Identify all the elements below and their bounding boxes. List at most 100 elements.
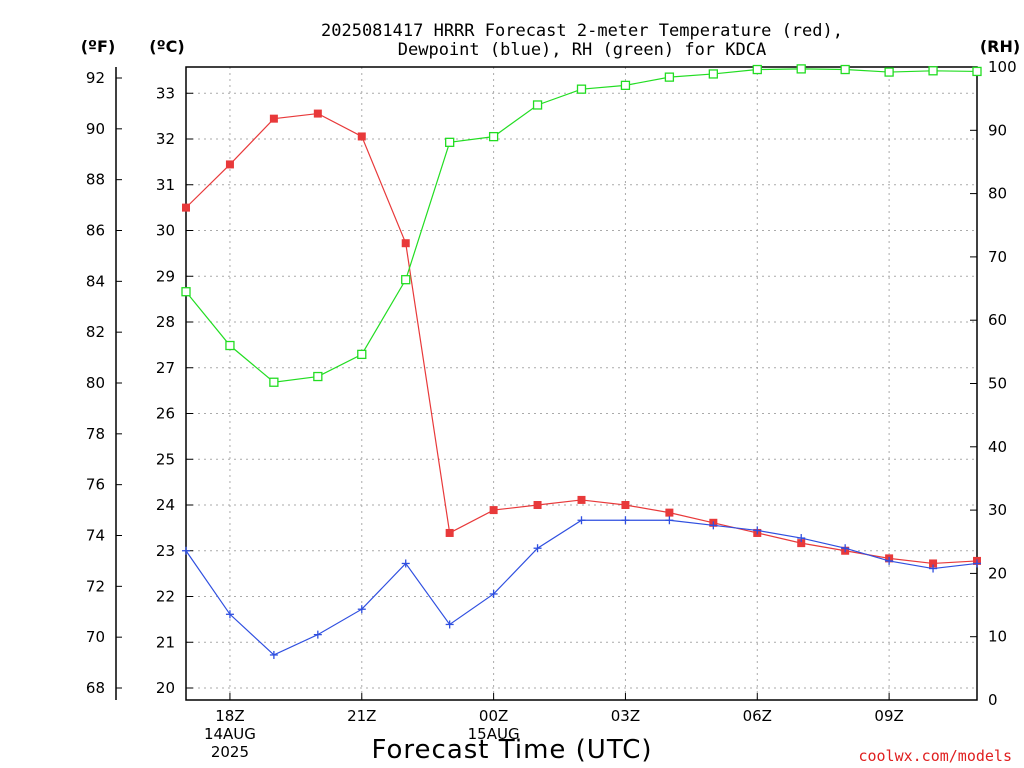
- celsius-tick-label: 31: [156, 176, 175, 194]
- fahrenheit-tick-label: 88: [86, 171, 105, 189]
- credit-text: coolwx.com/models: [858, 747, 1012, 765]
- x-tick-label: 18Z: [215, 707, 244, 725]
- rh-tick-label: 0: [988, 691, 998, 709]
- rh-point: [357, 349, 367, 360]
- rh-point: [796, 64, 806, 74]
- rh-point: [708, 69, 718, 79]
- fahrenheit-tick-label: 92: [86, 69, 105, 87]
- dewpoint-point: [533, 544, 542, 553]
- celsius-tick-label: 21: [156, 633, 175, 651]
- dewpoint-point: [269, 650, 278, 659]
- celsius-tick-label: 26: [156, 405, 175, 423]
- series-line-rh: [185, 68, 978, 383]
- celsius-tick-label: 32: [156, 130, 175, 148]
- dewpoint-point: [709, 521, 718, 530]
- rh-point: [928, 66, 938, 76]
- rh-unit-label: (RH): [980, 37, 1020, 56]
- rh-tick-label: 10: [988, 628, 1007, 646]
- dewpoint-point: [445, 620, 454, 629]
- chart-title-line-1: 2025081417 HRRR Forecast 2-meter Tempera…: [321, 21, 843, 41]
- dewpoint-point: [621, 516, 630, 525]
- fahrenheit-tick-label: 74: [86, 527, 105, 545]
- rh-tick-label: 100: [988, 58, 1017, 76]
- celsius-tick-label: 33: [156, 84, 175, 102]
- dewpoint-point: [313, 630, 322, 639]
- rh-tick-label: 40: [988, 438, 1007, 456]
- rh-point: [752, 64, 762, 75]
- rh-tick-label: 60: [988, 311, 1007, 329]
- axis-ticks: 68 70 72 74 76 78 80 82 84 86 88 90 92 20 21 22 23 24 25 26…: [86, 58, 1017, 761]
- celsius-tick-label: 24: [156, 496, 175, 514]
- dewpoint-point: [401, 559, 410, 568]
- temperature-point: [313, 109, 322, 118]
- celsius-tick-label: 27: [156, 359, 175, 377]
- temperature-point: [269, 114, 278, 123]
- x-axis-title: Forecast Time (UTC): [371, 735, 652, 765]
- rh-point: [488, 131, 499, 142]
- rh-tick-label: 20: [988, 564, 1007, 582]
- x-tick-label: 00Z: [479, 707, 508, 725]
- rh-point: [532, 100, 543, 110]
- rh-point: [840, 64, 850, 75]
- x-tick-label: 14AUG: [204, 725, 256, 743]
- temperature-point: [225, 160, 234, 169]
- temperature-point: [533, 501, 542, 509]
- rh-point: [401, 275, 411, 285]
- rh-point: [620, 80, 631, 91]
- temperature-point: [665, 508, 674, 517]
- data-series: [181, 64, 982, 659]
- temperature-point: [797, 539, 806, 548]
- fahrenheit-tick-label: 80: [86, 374, 105, 392]
- celsius-tick-label: 22: [156, 588, 175, 606]
- dewpoint-point: [577, 516, 586, 525]
- dewpoint-point: [797, 534, 806, 543]
- fahrenheit-tick-label: 86: [86, 222, 105, 240]
- temperature-point: [577, 495, 586, 504]
- dewpoint-point: [885, 556, 894, 565]
- rh-tick-label: 80: [988, 185, 1007, 203]
- dewpoint-point: [973, 559, 981, 568]
- series-line-dewpoint: [185, 519, 978, 656]
- dewpoint-point: [753, 526, 762, 535]
- dewpoint-point: [929, 564, 938, 573]
- celsius-tick-label: 30: [156, 222, 175, 240]
- celsius-tick-label: 28: [156, 313, 175, 331]
- celsius-tick-label: 23: [156, 542, 175, 560]
- rh-tick-label: 70: [988, 248, 1007, 266]
- rh-point: [576, 84, 587, 94]
- celsius-tick-label: 20: [156, 679, 175, 697]
- x-tick-label: 2025: [211, 743, 249, 761]
- temperature-point: [621, 501, 630, 509]
- fahrenheit-tick-label: 76: [86, 476, 105, 494]
- rh-point: [445, 137, 455, 147]
- temperature-point: [401, 239, 410, 248]
- rh-tick-label: 50: [988, 375, 1007, 393]
- celsius-unit-label: (ºC): [149, 37, 184, 56]
- rh-tick-label: 30: [988, 501, 1007, 519]
- rh-point: [313, 371, 323, 382]
- plot-frame: [185, 66, 978, 701]
- temperature-point: [182, 203, 190, 212]
- rh-tick-label: 90: [988, 121, 1007, 139]
- x-tick-label: 15AUG: [468, 725, 520, 743]
- rh-point: [181, 287, 191, 297]
- fahrenheit-unit-label: (ºF): [81, 37, 116, 56]
- temperature-point: [929, 559, 938, 568]
- rh-point: [884, 67, 894, 77]
- dewpoint-point: [841, 544, 850, 553]
- dewpoint-point: [357, 605, 366, 614]
- x-tick-label: 09Z: [874, 707, 903, 725]
- temperature-point: [357, 132, 366, 141]
- rh-point: [664, 72, 675, 82]
- chart-title-line-2: Dewpoint (blue), RH (green) for KDCA: [398, 40, 766, 60]
- rh-point: [269, 377, 279, 387]
- fahrenheit-tick-label: 68: [86, 679, 105, 697]
- temperature-point: [489, 506, 498, 515]
- x-tick-label: 21Z: [347, 707, 376, 725]
- fahrenheit-tick-label: 72: [86, 577, 105, 595]
- dewpoint-point: [665, 516, 674, 525]
- dewpoint-point: [225, 610, 234, 619]
- fahrenheit-tick-label: 78: [86, 425, 105, 443]
- rh-point: [972, 66, 982, 77]
